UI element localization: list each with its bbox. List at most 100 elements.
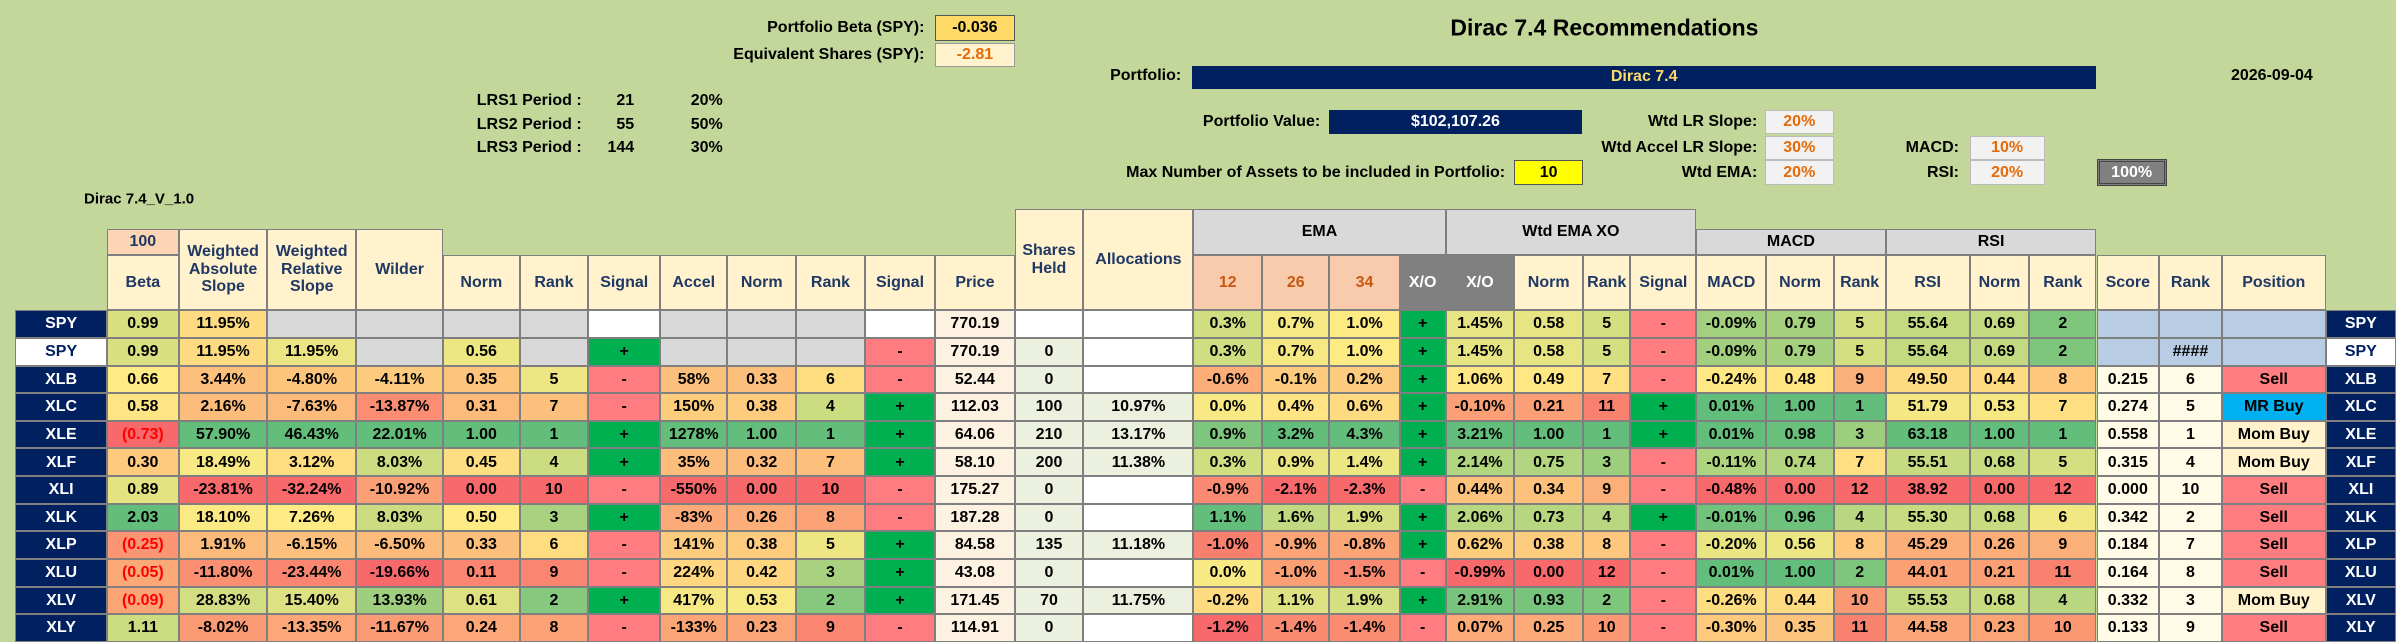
data-cell: 4 xyxy=(2029,586,2097,615)
data-cell: 84.58 xyxy=(935,531,1015,560)
data-cell: -1.2% xyxy=(1193,614,1263,642)
data-cell: 0.50 xyxy=(443,503,520,532)
data-cell: 3 xyxy=(2159,586,2222,615)
data-cell: 3 xyxy=(1833,420,1886,449)
data-cell: 0.26 xyxy=(1969,531,2030,560)
data-cell: 43.08 xyxy=(935,559,1015,587)
column-header: Accel xyxy=(660,255,728,311)
lrs-label: LRS2 Period : xyxy=(476,115,582,133)
data-cell: 0.68 xyxy=(1969,448,2030,477)
row-label: XLE xyxy=(15,420,107,449)
empty-cell xyxy=(2096,337,2160,366)
lrs-label: LRS1 Period : xyxy=(476,91,582,109)
data-cell: 8 xyxy=(1583,531,1631,560)
column-header: Signal xyxy=(588,255,661,311)
data-cell: -11.80% xyxy=(178,559,268,587)
data-cell: + xyxy=(1399,420,1446,449)
data-cell: 0.34 xyxy=(1514,476,1584,504)
column-header: Rank xyxy=(2159,255,2222,311)
data-cell: 4 xyxy=(519,448,589,477)
empty-cell xyxy=(1083,614,1194,642)
column-header: Price xyxy=(935,255,1015,311)
data-cell: 7 xyxy=(2029,393,2097,421)
data-cell: 0.24 xyxy=(443,614,520,642)
data-cell: + xyxy=(1630,393,1697,421)
data-cell: 2.16% xyxy=(178,393,268,421)
date: 2026-09-04 xyxy=(2230,67,2313,85)
data-cell: 46.43% xyxy=(267,420,357,449)
title: Dirac 7.4 Recommendations xyxy=(1450,14,1759,40)
data-cell: 5 xyxy=(1833,310,1886,338)
data-cell: 5 xyxy=(1583,337,1631,366)
data-cell: 0.56 xyxy=(443,337,520,366)
data-cell: -13.87% xyxy=(356,393,444,421)
data-cell: 770.19 xyxy=(935,337,1015,366)
data-cell: -10.92% xyxy=(356,476,444,504)
data-cell: 0.558 xyxy=(2096,420,2160,449)
data-cell: 2 xyxy=(2029,310,2097,338)
lrs-weight: 50% xyxy=(690,115,723,133)
data-cell: -23.81% xyxy=(178,476,268,504)
data-cell: 1.00 xyxy=(727,420,797,449)
data-cell: -4.80% xyxy=(267,365,357,394)
data-cell: 0.25 xyxy=(1514,614,1584,642)
data-cell: 4 xyxy=(1833,503,1886,532)
data-cell: 1.45% xyxy=(1445,310,1515,338)
data-cell: + xyxy=(864,393,936,421)
data-cell: 0.000 xyxy=(2096,476,2160,504)
empty-cell xyxy=(1083,337,1194,366)
data-cell: 0.75 xyxy=(1514,448,1584,477)
data-cell: - xyxy=(864,365,936,394)
data-cell: 11.95% xyxy=(178,337,268,366)
data-cell: 2.03 xyxy=(106,503,179,532)
data-cell: 1.6% xyxy=(1262,503,1330,532)
empty-cell xyxy=(588,310,661,338)
data-cell: 0.79 xyxy=(1766,337,1834,366)
data-cell: 18.49% xyxy=(178,448,268,477)
data-cell: 1.9% xyxy=(1329,503,1400,532)
group-header: EMA xyxy=(1193,209,1446,256)
data-cell: 3 xyxy=(1583,448,1631,477)
data-cell: 0.00 xyxy=(1766,476,1834,504)
data-cell: 7.26% xyxy=(267,503,357,532)
data-cell: 1 xyxy=(2159,420,2222,449)
data-cell: -0.8% xyxy=(1329,531,1400,560)
data-cell: 0.58 xyxy=(106,393,179,421)
data-cell: -0.6% xyxy=(1193,365,1263,394)
row-label-right: XLU xyxy=(2325,559,2396,587)
data-cell: 0 xyxy=(1014,503,1084,532)
data-cell: -1.5% xyxy=(1329,559,1400,587)
data-cell: + xyxy=(588,503,661,532)
empty-cell xyxy=(796,310,865,338)
column-header: Signal xyxy=(864,255,936,311)
data-cell: 3.21% xyxy=(1445,420,1515,449)
data-cell: 55.64 xyxy=(1885,337,1970,366)
data-cell: 8 xyxy=(2029,365,2097,394)
empty-cell xyxy=(2221,337,2326,366)
data-cell: 0.45 xyxy=(443,448,520,477)
lrs-label: LRS3 Period : xyxy=(476,139,582,157)
data-cell: 1.1% xyxy=(1262,586,1330,615)
data-cell: 0.58 xyxy=(1514,337,1584,366)
empty-cell xyxy=(519,337,589,366)
column-header: Shares Held xyxy=(1014,209,1084,311)
data-cell: 6 xyxy=(2029,503,2097,532)
column-header: Norm xyxy=(1766,255,1834,311)
data-cell: 9 xyxy=(1583,476,1631,504)
data-cell: 9 xyxy=(2029,531,2097,560)
data-cell: -550% xyxy=(660,476,728,504)
data-cell: 0.7% xyxy=(1262,310,1330,338)
empty-cell xyxy=(356,310,444,338)
data-cell: 0.3% xyxy=(1193,448,1263,477)
data-cell: 8 xyxy=(796,503,865,532)
data-cell: 2.06% xyxy=(1445,503,1515,532)
data-cell: -0.24% xyxy=(1696,365,1767,394)
data-cell: 55.30 xyxy=(1885,503,1970,532)
data-cell: 0.53 xyxy=(727,586,797,615)
data-cell: 15.40% xyxy=(267,586,357,615)
data-cell: 1.0% xyxy=(1329,337,1400,366)
column-header: Rank xyxy=(1833,255,1886,311)
data-cell: 0.30 xyxy=(106,448,179,477)
data-cell: 12 xyxy=(1833,476,1886,504)
data-cell: 200 xyxy=(1014,448,1084,477)
